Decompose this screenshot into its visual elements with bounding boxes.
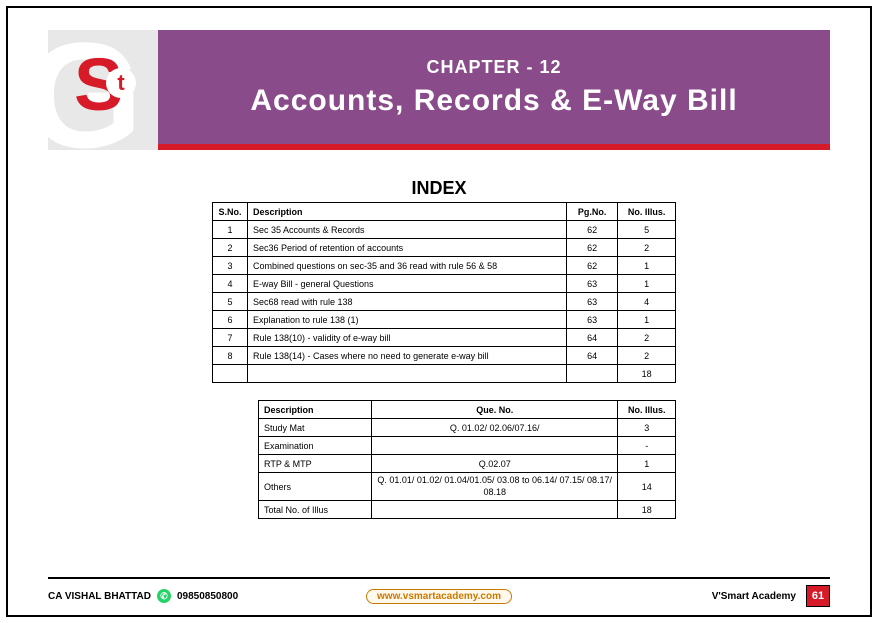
col-header-illus: No. Illus. <box>618 401 676 419</box>
chapter-title: Accounts, Records & E-Way Bill <box>158 84 830 118</box>
cell-illus: 2 <box>618 347 676 365</box>
logo-t-icon: t <box>106 68 136 98</box>
cell-pg: 63 <box>566 311 617 329</box>
cell-desc: Sec68 read with rule 138 <box>247 293 566 311</box>
cell-desc: Examination <box>259 437 372 455</box>
cell-desc: Sec36 Period of retention of accounts <box>247 239 566 257</box>
cell-que: Q. 01.02/ 02.06/07.16/ <box>371 419 618 437</box>
cell-pg: 63 <box>566 293 617 311</box>
cell-pg: 62 <box>566 257 617 275</box>
cell-desc: E-way Bill - general Questions <box>247 275 566 293</box>
whatsapp-icon: ✆ <box>157 589 171 603</box>
title-block: CHAPTER - 12 Accounts, Records & E-Way B… <box>158 30 830 150</box>
footer: CA VISHAL BHATTAD ✆ 09850850800 www.vsma… <box>48 583 830 609</box>
col-header-illus: No. Illus. <box>618 203 676 221</box>
cell-desc: Rule 138(10) - validity of e-way bill <box>247 329 566 347</box>
col-header-desc: Description <box>259 401 372 419</box>
cell-sno: 6 <box>213 311 248 329</box>
table-row: 1Sec 35 Accounts & Records625 <box>213 221 676 239</box>
cell-illus: 14 <box>618 473 676 501</box>
cell-illus: 5 <box>618 221 676 239</box>
table-row: Examination - <box>259 437 676 455</box>
table-row: 3Combined questions on sec-35 and 36 rea… <box>213 257 676 275</box>
footer-left: CA VISHAL BHATTAD ✆ 09850850800 <box>48 589 238 603</box>
footer-author: CA VISHAL BHATTAD <box>48 591 151 602</box>
cell-illus: - <box>618 437 676 455</box>
cell-illus: 1 <box>618 257 676 275</box>
cell-illus: 1 <box>618 455 676 473</box>
table-row: 2Sec36 Period of retention of accounts62… <box>213 239 676 257</box>
footer-divider <box>48 577 830 579</box>
table-total-row: 18 <box>213 365 676 383</box>
footer-brand: V'Smart Academy <box>712 591 796 602</box>
header-banner: G S t CHAPTER - 12 Accounts, Records & E… <box>48 30 830 150</box>
table-row: 8Rule 138(14) - Cases where no need to g… <box>213 347 676 365</box>
footer-phone: 09850850800 <box>177 591 238 602</box>
cell-illus: 2 <box>618 329 676 347</box>
cell-desc: Rule 138(14) - Cases where no need to ge… <box>247 347 566 365</box>
col-header-pg: Pg.No. <box>566 203 617 221</box>
index-main-table: S.No. Description Pg.No. No. Illus. 1Sec… <box>212 202 676 383</box>
table-total-row: Total No. of Illus 18 <box>259 501 676 519</box>
cell-illus: 4 <box>618 293 676 311</box>
footer-url-pill: www.vsmartacademy.com <box>366 589 512 604</box>
total-illus: 18 <box>618 365 676 383</box>
logo-block: G S t <box>48 30 158 150</box>
cell-pg: 63 <box>566 275 617 293</box>
cell-illus: 2 <box>618 239 676 257</box>
table-row: 4E-way Bill - general Questions631 <box>213 275 676 293</box>
table-header-row: S.No. Description Pg.No. No. Illus. <box>213 203 676 221</box>
table-row: 5Sec68 read with rule 138634 <box>213 293 676 311</box>
cell-que: Q.02.07 <box>371 455 618 473</box>
table-row: 7Rule 138(10) - validity of e-way bill64… <box>213 329 676 347</box>
chapter-label: CHAPTER - 12 <box>158 57 830 78</box>
table-header-row: Description Que. No. No. Illus. <box>259 401 676 419</box>
total-label: Total No. of Illus <box>259 501 372 519</box>
cell-sno: 4 <box>213 275 248 293</box>
cell-desc: Explanation to rule 138 (1) <box>247 311 566 329</box>
cell-pg: 62 <box>566 221 617 239</box>
cell-que: Q. 01.01/ 01.02/ 01.04/01.05/ 03.08 to 0… <box>371 473 618 501</box>
total-illus: 18 <box>618 501 676 519</box>
cell-illus: 1 <box>618 311 676 329</box>
cell-sno: 5 <box>213 293 248 311</box>
cell-sno: 3 <box>213 257 248 275</box>
footer-center: www.vsmartacademy.com <box>366 589 512 604</box>
index-heading: INDEX <box>0 178 878 199</box>
col-header-sno: S.No. <box>213 203 248 221</box>
total-empty <box>566 365 617 383</box>
total-empty <box>371 501 618 519</box>
total-empty <box>213 365 248 383</box>
cell-sno: 7 <box>213 329 248 347</box>
table-row: 6Explanation to rule 138 (1)631 <box>213 311 676 329</box>
col-header-desc: Description <box>247 203 566 221</box>
total-empty <box>247 365 566 383</box>
cell-pg: 64 <box>566 347 617 365</box>
cell-desc: RTP & MTP <box>259 455 372 473</box>
table-row: Study MatQ. 01.02/ 02.06/07.16/3 <box>259 419 676 437</box>
index-summary-table: Description Que. No. No. Illus. Study Ma… <box>258 400 676 519</box>
cell-pg: 64 <box>566 329 617 347</box>
table-row: OthersQ. 01.01/ 01.02/ 01.04/01.05/ 03.0… <box>259 473 676 501</box>
cell-sno: 1 <box>213 221 248 239</box>
cell-desc: Study Mat <box>259 419 372 437</box>
cell-illus: 3 <box>618 419 676 437</box>
cell-pg: 62 <box>566 239 617 257</box>
page-number-badge: 61 <box>806 585 830 607</box>
cell-desc: Combined questions on sec-35 and 36 read… <box>247 257 566 275</box>
cell-sno: 2 <box>213 239 248 257</box>
footer-right: V'Smart Academy 61 <box>712 585 830 607</box>
col-header-que: Que. No. <box>371 401 618 419</box>
table-row: RTP & MTPQ.02.071 <box>259 455 676 473</box>
cell-desc: Others <box>259 473 372 501</box>
cell-illus: 1 <box>618 275 676 293</box>
cell-desc: Sec 35 Accounts & Records <box>247 221 566 239</box>
cell-sno: 8 <box>213 347 248 365</box>
cell-que <box>371 437 618 455</box>
